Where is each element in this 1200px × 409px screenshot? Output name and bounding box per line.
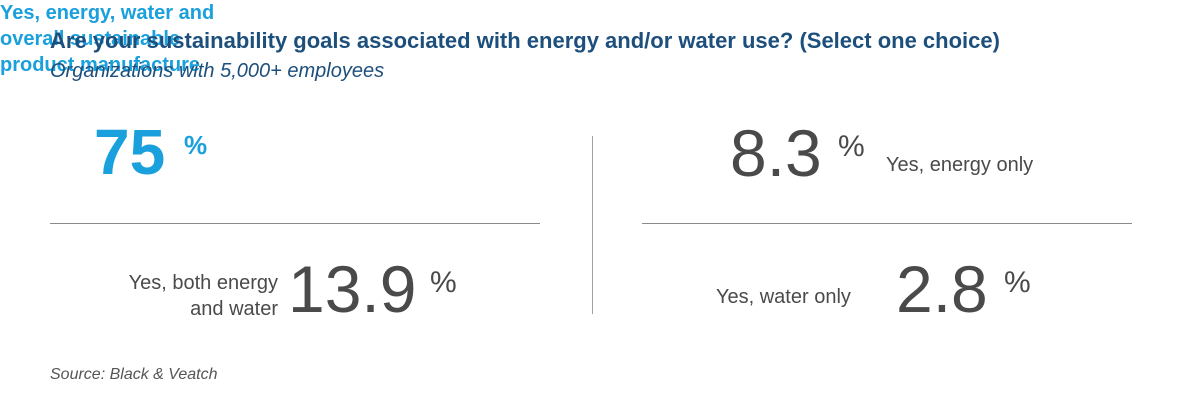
stat-label-all-line-3: product manufacture — [0, 54, 201, 76]
stat-label-both-line-1: Yes, both energy — [128, 272, 278, 294]
chart-subtitle: Organizations with 5,000+ employees — [50, 60, 385, 82]
stat-percent-all: % — [184, 130, 208, 160]
stat-value-energy: 8.3 — [730, 116, 822, 190]
stat-label-all-line-1: Yes, energy, water and — [0, 2, 215, 24]
stat-label-all: Yes, energy, water and overall sustainab… — [0, 0, 1200, 78]
stat-value-all: 75 — [94, 116, 166, 188]
divider-right — [642, 223, 1132, 224]
stat-percent-both: % — [430, 266, 457, 299]
stat-label-water: Yes, water only — [716, 286, 851, 308]
stat-percent-water: % — [1004, 266, 1031, 299]
stat-label-both-line-2: and water — [190, 298, 278, 320]
stat-label-all-line-2: overall sustainable — [0, 28, 181, 50]
chart-title: Are your sustainability goals associated… — [50, 28, 1000, 53]
stat-label-energy: Yes, energy only — [886, 154, 1034, 176]
divider-vertical — [592, 136, 593, 314]
source-note: Source: Black & Veatch — [50, 366, 218, 383]
stat-value-both: 13.9 — [288, 252, 417, 326]
stat-percent-energy: % — [838, 130, 865, 163]
stat-label-both: Yes, both energy and water — [100, 270, 278, 322]
stat-value-water: 2.8 — [896, 252, 988, 326]
divider-left — [50, 223, 540, 224]
